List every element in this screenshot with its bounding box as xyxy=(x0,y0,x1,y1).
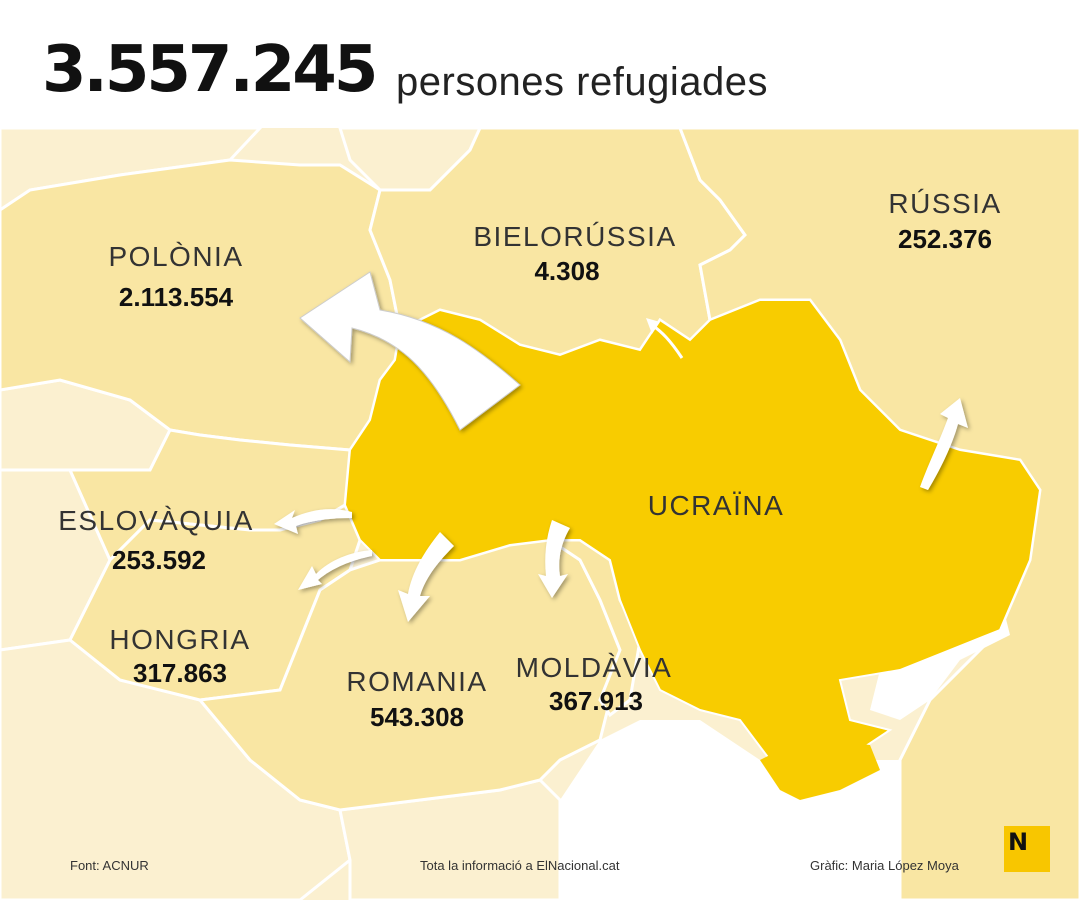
footer-source: Font: ACNUR xyxy=(70,858,149,873)
country-label-ukraine: UCRAÏNA xyxy=(647,490,785,521)
arrow-to-poland xyxy=(299,271,521,431)
country-value-hungary: 317.863 xyxy=(133,658,227,688)
arrow-to-russia xyxy=(920,398,968,490)
country-label-belarus: BIELORÚSSIA xyxy=(473,221,677,252)
sea-of-azov xyxy=(870,615,1010,720)
map xyxy=(0,128,1080,900)
country-label-slovakia: ESLOVÀQUIA xyxy=(58,505,254,536)
arrow-to-slovakia xyxy=(274,509,352,534)
country-value-russia: 252.376 xyxy=(898,224,992,254)
country-ukraine xyxy=(343,299,1042,782)
country-label-moldova: MOLDÀVIA xyxy=(515,652,673,683)
total-refugees-label: persones refugiades xyxy=(396,60,768,104)
country-value-slovakia: 253.592 xyxy=(112,545,206,575)
total-refugees: 3.557.245 xyxy=(42,33,378,107)
country-label-russia: RÚSSIA xyxy=(888,188,1002,219)
country-value-belarus: 4.308 xyxy=(534,256,600,286)
black-sea xyxy=(560,720,900,900)
elnacional-logo: N xyxy=(1004,826,1050,872)
country-value-poland: 2.113.554 xyxy=(118,282,234,312)
header: 3.557.245 persones refugiades xyxy=(0,0,1080,128)
country-label-romania: ROMANIA xyxy=(346,666,488,697)
arrow-to-moldova xyxy=(538,520,570,598)
country-value-romania: 543.308 xyxy=(370,702,464,732)
country-label-poland: POLÒNIA xyxy=(108,241,244,272)
footer-info: Tota la informació a ElNacional.cat xyxy=(420,858,620,873)
arrow-to-hungary xyxy=(298,550,372,590)
country-value-moldova: 367.913 xyxy=(549,686,643,716)
arrow-to-romania xyxy=(398,532,454,622)
arrow-to-belarus xyxy=(646,318,684,359)
footer-credit: Gràfic: Maria López Moya xyxy=(810,858,959,873)
crimea xyxy=(760,740,880,800)
country-label-hungary: HONGRIA xyxy=(109,624,251,655)
